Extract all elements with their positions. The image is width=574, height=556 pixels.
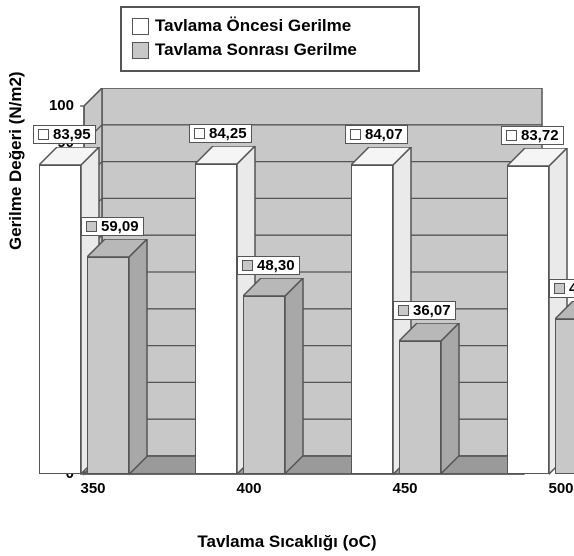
bar: [195, 164, 237, 474]
legend-swatch-1: [132, 42, 149, 59]
legend-label-0: Tavlama Öncesi Gerilme: [155, 16, 351, 36]
legend-swatch-0: [132, 18, 149, 35]
bar-top: [507, 148, 569, 168]
data-label-swatch: [86, 221, 97, 232]
bar-side: [441, 323, 461, 476]
data-label-swatch: [554, 283, 565, 294]
x-tick-label: 500: [541, 480, 574, 497]
data-label-text: 83,95: [53, 126, 91, 143]
legend-box: Tavlama Öncesi Gerilme Tavlama Sonrası G…: [120, 6, 420, 72]
data-label-swatch: [194, 128, 205, 139]
data-label-text: 83,72: [521, 127, 559, 144]
data-label: 83,72: [501, 126, 564, 145]
data-label-text: 36,07: [413, 302, 451, 319]
x-tick-label: 350: [73, 480, 113, 497]
bar-top: [87, 239, 149, 259]
data-label-text: 84,07: [365, 126, 403, 143]
bar: [243, 296, 285, 474]
bar: [399, 341, 441, 474]
data-label-text: 59,09: [101, 218, 139, 235]
x-tick-label: 400: [229, 480, 269, 497]
plot-region: [80, 88, 550, 498]
data-label-swatch: [350, 129, 361, 140]
bar: [351, 165, 393, 474]
data-label: 48,30: [237, 256, 300, 275]
bar-top: [243, 278, 305, 298]
bar: [555, 319, 574, 474]
legend-item-1: Tavlama Sonrası Gerilme: [132, 38, 408, 62]
legend-item-0: Tavlama Öncesi Gerilme: [132, 14, 408, 38]
data-label: 84,25: [189, 124, 252, 143]
legend-label-1: Tavlama Sonrası Gerilme: [155, 40, 357, 60]
bar-top: [399, 323, 461, 343]
bar: [39, 165, 81, 474]
bar-top: [39, 147, 101, 167]
bar-side: [285, 278, 305, 476]
data-label-text: 42,21: [569, 280, 574, 297]
data-label-text: 84,25: [209, 125, 247, 142]
data-label-swatch: [398, 305, 409, 316]
data-label-swatch: [242, 260, 253, 271]
bar-top: [195, 146, 257, 166]
data-label-swatch: [38, 129, 49, 140]
bar: [87, 257, 129, 474]
data-label-text: 48,30: [257, 257, 295, 274]
data-label-swatch: [506, 130, 517, 141]
bar-top: [351, 147, 413, 167]
bar-side: [129, 239, 149, 476]
y-axis-label: Gerilme Değeri (N/m2): [6, 71, 26, 250]
x-axis-label: Tavlama Sıcaklığı (oC): [0, 532, 574, 552]
data-label: 59,09: [81, 217, 144, 236]
data-label: 83,95: [33, 125, 96, 144]
y-tick-label: 100: [34, 97, 74, 114]
data-label: 42,21: [549, 279, 574, 298]
data-label: 36,07: [393, 301, 456, 320]
bar-top: [555, 301, 574, 321]
bar: [507, 166, 549, 474]
chart-container: Tavlama Öncesi Gerilme Tavlama Sonrası G…: [0, 0, 574, 556]
data-label: 84,07: [345, 125, 408, 144]
x-tick-label: 450: [385, 480, 425, 497]
